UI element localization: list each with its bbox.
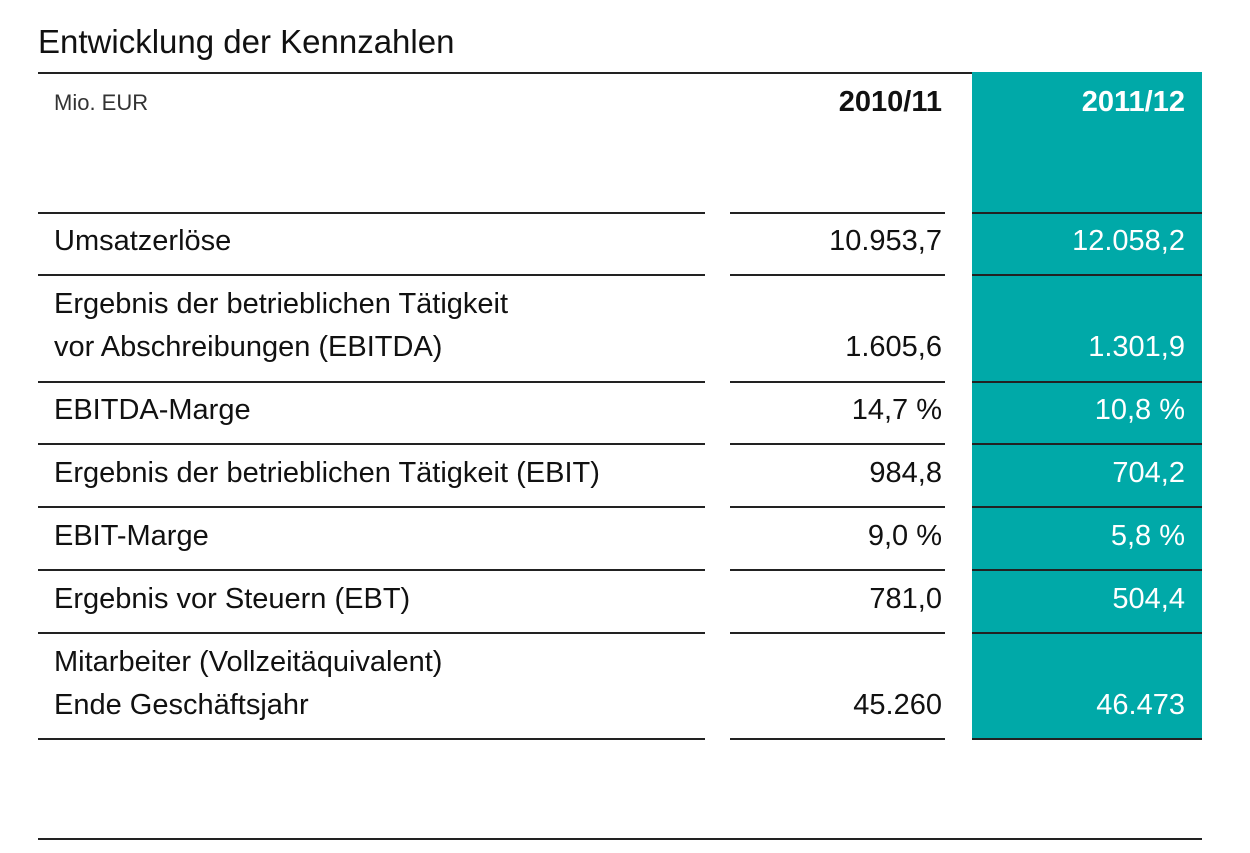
row-separator — [972, 506, 1202, 508]
row-label-line-1: Ergebnis der betrieblichen Tätigkeit — [54, 288, 509, 320]
row-separator — [972, 381, 1202, 383]
row-separator — [972, 443, 1202, 445]
row-separator — [38, 274, 705, 276]
value-2010-11: 9,0 % — [867, 520, 942, 552]
row-separator — [730, 274, 945, 276]
value-2011-12: 504,4 — [1112, 583, 1185, 615]
row-separator — [38, 443, 705, 445]
row-separator — [38, 632, 705, 634]
row-separator — [38, 506, 705, 508]
value-2011-12: 704,2 — [1112, 457, 1185, 489]
row-separator — [730, 506, 945, 508]
value-2010-11: 781,0 — [869, 583, 942, 615]
row-label-line-1: Mitarbeiter (Vollzeitäquivalent) — [54, 646, 443, 678]
row-separator — [972, 274, 1202, 276]
row-separator — [972, 738, 1202, 740]
value-2010-11: 10.953,7 — [829, 225, 942, 257]
row-label: EBIT-Marge — [54, 520, 209, 552]
value-2011-12: 46.473 — [1096, 689, 1185, 721]
value-2010-11: 14,7 % — [851, 394, 942, 426]
year-header-2010-11: 2010/11 — [838, 86, 942, 118]
bottom-rule — [38, 838, 1202, 840]
value-2010-11: 984,8 — [869, 457, 942, 489]
row-label: Umsatzerlöse — [54, 225, 232, 257]
row-label: Ergebnis vor Steuern (EBT) — [54, 583, 411, 615]
row-separator — [730, 212, 945, 214]
row-separator — [38, 381, 705, 383]
row-separator — [730, 443, 945, 445]
value-2011-12: 5,8 % — [1110, 520, 1185, 552]
value-2011-12: 10,8 % — [1094, 394, 1185, 426]
row-separator — [38, 738, 705, 740]
value-2011-12: 1.301,9 — [1088, 331, 1185, 363]
row-separator — [730, 632, 945, 634]
top-rule — [38, 72, 1202, 74]
row-separator — [972, 212, 1202, 214]
row-label-line-2: vor Abschreibungen (EBITDA) — [54, 331, 443, 363]
row-separator — [972, 569, 1202, 571]
row-label: EBITDA-Marge — [54, 394, 251, 426]
row-label: Ergebnis der betrieblichen Tätigkeit (EB… — [54, 457, 600, 489]
row-separator — [38, 212, 705, 214]
value-2011-12: 12.058,2 — [1072, 225, 1185, 257]
value-2010-11: 1.605,6 — [845, 331, 942, 363]
value-2010-11: 45.260 — [853, 689, 942, 721]
row-separator — [38, 569, 705, 571]
highlight-column — [972, 72, 1202, 740]
unit-label: Mio. EUR — [54, 90, 149, 115]
page-title: Entwicklung der Kennzahlen — [38, 23, 455, 60]
row-separator — [730, 738, 945, 740]
row-separator — [972, 632, 1202, 634]
row-separator — [730, 381, 945, 383]
row-separator — [730, 569, 945, 571]
row-label-line-2: Ende Geschäftsjahr — [54, 689, 309, 721]
year-header-2011-12: 2011/12 — [1081, 86, 1185, 118]
